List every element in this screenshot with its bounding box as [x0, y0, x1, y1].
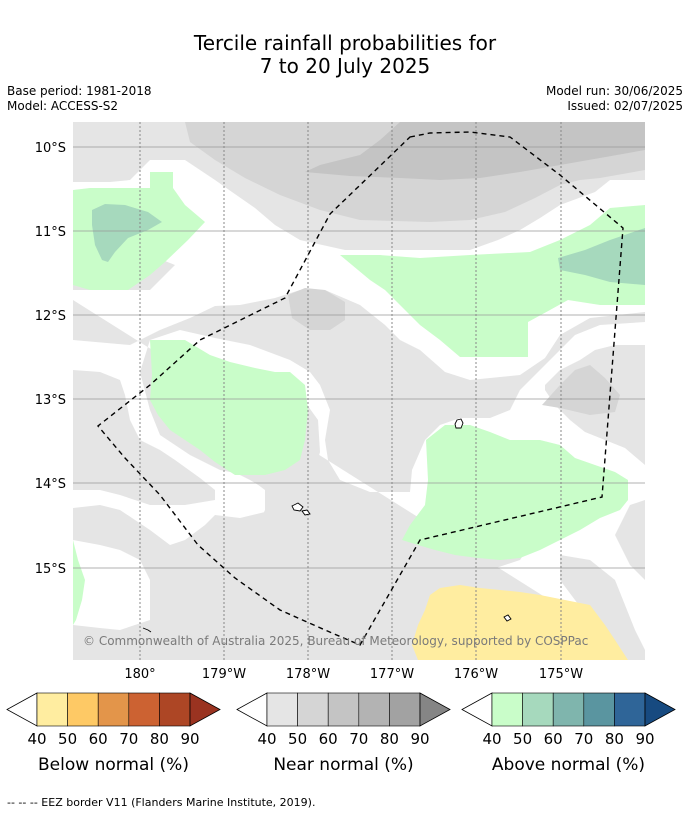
- colorbar-cell: [67, 692, 99, 727]
- colorbar-cell: [36, 692, 68, 727]
- model-name: Model: ACCESS-S2: [7, 99, 119, 113]
- colorbar-cell: [583, 692, 615, 727]
- colorbar-tick-label: 90: [410, 730, 429, 748]
- colorbar-label: Above normal (%): [492, 755, 645, 775]
- lon-label: 180°: [124, 667, 155, 682]
- colorbar-tick-label: 40: [257, 730, 276, 748]
- colorbar-tick-label: 50: [58, 730, 77, 748]
- lat-label: 13°S: [35, 393, 66, 408]
- lat-label: 14°S: [35, 477, 66, 492]
- colorbar-cell: [358, 692, 390, 727]
- colorbar-cell: [522, 692, 554, 727]
- colorbar-extend-high: [189, 692, 221, 727]
- longitude-gridlines: [139, 122, 562, 660]
- colorbar-tick-label: 70: [349, 730, 368, 748]
- colorbar-tick-label: 90: [180, 730, 199, 748]
- colorbar-cell: [552, 692, 585, 727]
- issued-date: Issued: 02/07/2025: [567, 99, 683, 113]
- colorbar-tick-label: 80: [380, 730, 399, 748]
- map-title: Tercile rainfall probabilities for 7 to …: [0, 32, 690, 78]
- below-normal-colorbar: 40 50 60 70 80 90 Below normal (%): [6, 692, 221, 775]
- colorbar-cell: [128, 692, 160, 727]
- lon-label: 179°W: [202, 667, 246, 682]
- colorbar-tick-label: 60: [89, 730, 108, 748]
- lat-label: 15°S: [35, 562, 66, 577]
- colorbar-tick-label: 40: [482, 730, 501, 748]
- colorbar-cell: [614, 692, 646, 727]
- near-normal-colorbar: 40 50 60 70 80 90 Near normal (%): [236, 692, 451, 775]
- meta-right: Model run: 30/06/2025 Issued: 02/07/2025: [546, 84, 683, 114]
- below-normal-regions: [412, 585, 628, 660]
- colorbar-tick-label: 50: [513, 730, 532, 748]
- colorbar-legends: 40 50 60 70 80 90 Below normal (%) 40 50 60 70 80 90…: [6, 692, 676, 775]
- latitude-labels: 10°S 11°S 12°S 13°S 14°S 15°S: [35, 141, 66, 577]
- colorbar-tick-label: 70: [119, 730, 138, 748]
- copyright-notice: © Commonwealth of Australia 2025, Bureau…: [83, 634, 588, 648]
- colorbar-extend-low: [461, 692, 493, 727]
- colorbar-label: Near normal (%): [273, 755, 413, 775]
- lon-label: 178°W: [286, 667, 330, 682]
- lon-label: 175°W: [539, 667, 583, 682]
- title-line-1: Tercile rainfall probabilities for: [193, 31, 497, 55]
- meta-left: Base period: 1981-2018 Model: ACCESS-S2: [7, 84, 152, 114]
- colorbar-cell: [159, 692, 191, 727]
- title-line-2: 7 to 20 July 2025: [259, 54, 431, 78]
- colorbar-tick-label: 50: [288, 730, 307, 748]
- eez-border: [96, 131, 624, 646]
- colorbar-extend-high: [419, 692, 451, 727]
- forecast-map: © Commonwealth of Australia 2025, Bureau…: [73, 122, 645, 660]
- above-normal-50-regions: [92, 204, 645, 285]
- base-period: Base period: 1981-2018: [7, 84, 152, 98]
- colorbar-tick-label: 40: [27, 730, 46, 748]
- colorbar-tick-label: 80: [605, 730, 624, 748]
- colorbar-cell: [389, 692, 421, 727]
- model-run: Model run: 30/06/2025: [545, 84, 683, 98]
- colorbar-label: Below normal (%): [38, 755, 189, 775]
- colorbar-tick-label: 70: [574, 730, 593, 748]
- lat-label: 11°S: [35, 225, 66, 240]
- colorbar-cell: [297, 692, 329, 727]
- above-normal-colorbar: 40 50 60 70 80 90 Above normal (%): [461, 692, 676, 775]
- latitude-gridlines: [73, 146, 645, 569]
- colorbar-tick-label: 90: [635, 730, 654, 748]
- colorbar-tick-label: 60: [544, 730, 563, 748]
- eez-footnote: -- -- -- EEZ border V11 (Flanders Marine…: [7, 796, 316, 809]
- lat-label: 12°S: [35, 309, 66, 324]
- colorbar-tick-label: 80: [150, 730, 169, 748]
- colorbar-cell: [266, 692, 298, 727]
- colorbar-cell: [97, 692, 130, 727]
- colorbar-cell: [491, 692, 523, 727]
- colorbar-extend-low: [6, 692, 38, 727]
- lon-label: 177°W: [370, 667, 414, 682]
- longitude-labels: 180° 179°W 178°W 177°W 176°W 175°W: [124, 667, 583, 682]
- near-normal-60-regions: [305, 122, 645, 180]
- colorbar-tick-label: 60: [319, 730, 338, 748]
- colorbar-cell: [327, 692, 360, 727]
- lon-label: 176°W: [454, 667, 498, 682]
- island-outlines: [142, 418, 512, 633]
- colorbar-extend-high: [644, 692, 676, 727]
- lat-label: 10°S: [35, 141, 66, 156]
- colorbar-extend-low: [236, 692, 268, 727]
